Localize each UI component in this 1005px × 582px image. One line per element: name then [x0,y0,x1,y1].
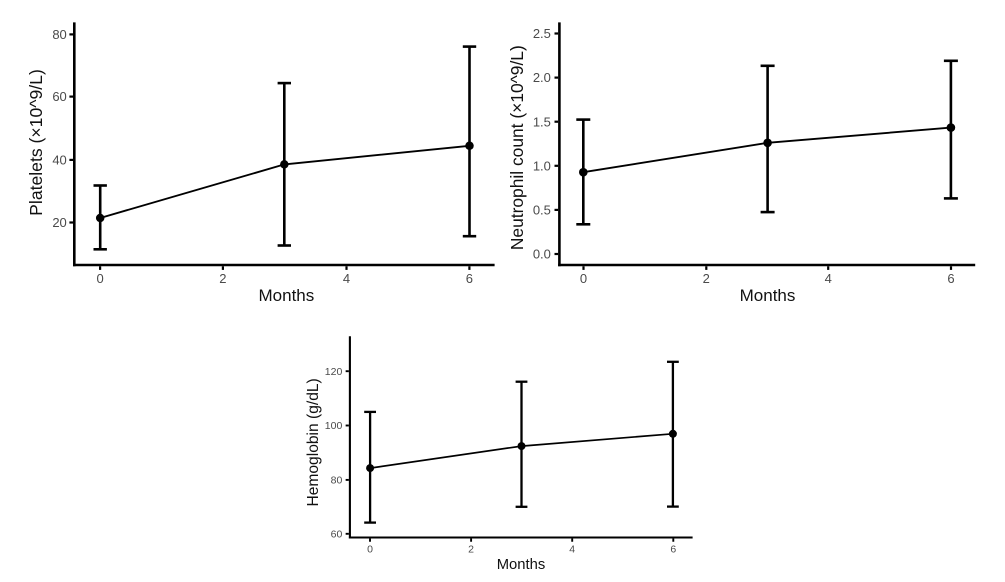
svg-text:2.0: 2.0 [533,70,551,85]
svg-text:6: 6 [947,271,954,286]
svg-text:60: 60 [52,89,66,104]
svg-text:120: 120 [325,366,343,378]
svg-text:Months: Months [740,286,796,305]
svg-text:2: 2 [219,271,226,286]
svg-text:Platelets (×10^9/L): Platelets (×10^9/L) [26,69,46,216]
svg-text:60: 60 [331,529,343,541]
svg-text:Hemoglobin (g/dL): Hemoglobin (g/dL) [305,378,322,506]
svg-text:4: 4 [569,544,575,556]
svg-text:80: 80 [52,27,66,42]
svg-text:2: 2 [703,271,710,286]
svg-text:2.5: 2.5 [533,26,551,41]
svg-text:6: 6 [670,544,676,556]
svg-text:0.0: 0.0 [533,247,551,262]
svg-text:0: 0 [367,544,373,556]
svg-text:0: 0 [96,271,103,286]
svg-text:1.0: 1.0 [533,158,551,173]
svg-text:Months: Months [497,557,546,573]
svg-text:100: 100 [325,420,343,432]
svg-text:1.5: 1.5 [533,114,551,129]
svg-text:80: 80 [331,475,343,487]
svg-text:Neutrophil count (×10^9/L): Neutrophil count (×10^9/L) [507,45,527,250]
svg-text:Months: Months [259,286,315,305]
svg-text:20: 20 [52,215,66,230]
svg-text:0: 0 [580,271,587,286]
svg-text:0.5: 0.5 [533,203,551,218]
svg-text:2: 2 [468,544,474,556]
svg-text:4: 4 [343,271,350,286]
svg-text:4: 4 [825,271,832,286]
svg-text:6: 6 [466,271,473,286]
svg-text:40: 40 [52,153,66,168]
